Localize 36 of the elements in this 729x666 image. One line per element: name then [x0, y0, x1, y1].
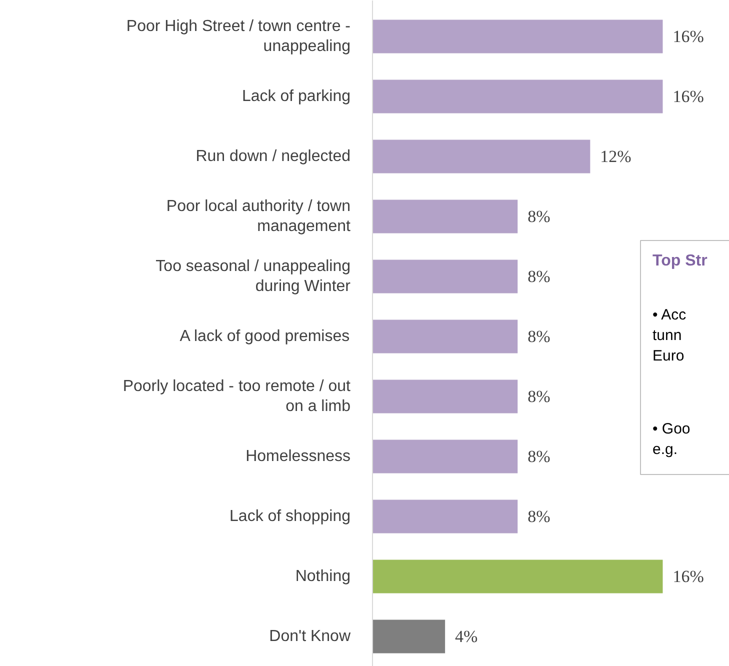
annotation: • Goo e.g. [652, 420, 690, 458]
annotation: Top Str [652, 252, 708, 270]
data-label: 8% [528, 267, 550, 286]
data-label: 8% [528, 507, 550, 526]
data-label: 8% [528, 207, 550, 226]
y-tick-label: A lack of good premises [180, 328, 350, 345]
bar [372, 260, 518, 294]
bar [372, 560, 663, 594]
y-tick-label: Don't Know [269, 628, 351, 645]
y-tick-label: Too seasonal / unappealing during Winter [156, 258, 352, 296]
bar [372, 140, 590, 174]
y-tick-label: Run down / neglected [196, 148, 351, 165]
data-label: 8% [528, 447, 550, 466]
data-label: 8% [528, 387, 550, 406]
bar [372, 440, 518, 474]
bar [372, 20, 663, 54]
data-label: 4% [455, 627, 478, 646]
bar [372, 200, 518, 234]
bar [372, 380, 518, 414]
annotation: • Acc tunn Euro [652, 306, 687, 364]
data-label: 16% [672, 87, 704, 106]
y-tick-label: Lack of parking [242, 88, 351, 105]
bar [372, 620, 446, 654]
bar [372, 500, 518, 534]
data-label: 16% [672, 27, 704, 46]
y-tick-label: Poor High Street / town centre - unappealing [126, 18, 351, 56]
y-tick-label: Lack of shopping [230, 508, 351, 525]
bar [372, 320, 518, 354]
data-label: 8% [528, 327, 550, 346]
y-tick-label: Nothing [295, 568, 351, 585]
data-label: 12% [600, 147, 632, 166]
y-tick-label: Homelessness [246, 448, 351, 465]
y-tick-label: Poorly located - too remote / out on a limb [122, 378, 352, 416]
bar [372, 80, 663, 114]
data-label: 16% [672, 567, 704, 586]
y-tick-label: Poor local authority / town management [166, 198, 352, 236]
